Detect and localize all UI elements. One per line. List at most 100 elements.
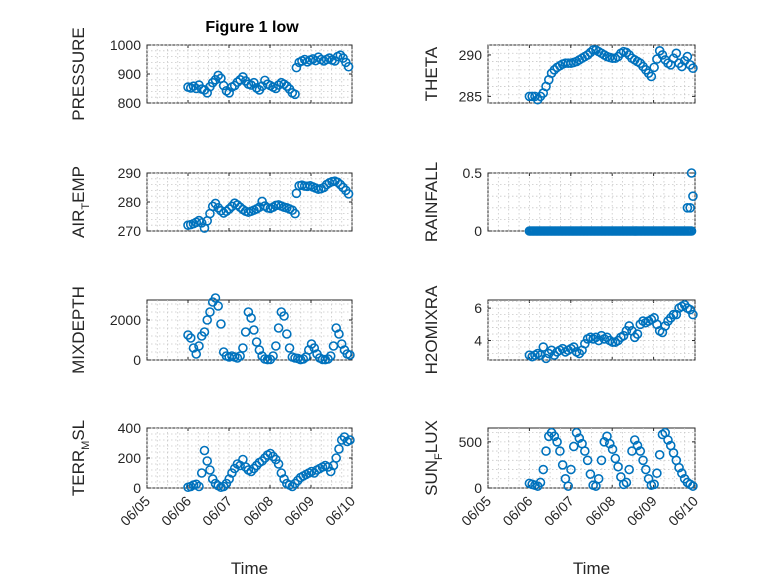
data-point — [249, 325, 259, 335]
data-point — [599, 437, 610, 447]
data-point — [191, 479, 202, 490]
data-point — [257, 196, 267, 207]
data-point — [607, 53, 618, 64]
data-point — [593, 335, 604, 346]
data-point — [571, 427, 582, 438]
data-point — [566, 464, 576, 475]
data-point — [660, 321, 671, 331]
data-point — [629, 435, 640, 445]
data-point — [549, 431, 560, 442]
data-point — [657, 50, 668, 60]
subplot-sun: 0 500 SUNFLUX 06/05 06/06 06/07 06/08 06/09 06/1… — [422, 420, 701, 578]
data-point — [251, 337, 262, 347]
y-tick-label: 0 — [474, 480, 482, 496]
data-point — [568, 441, 579, 452]
data-point — [207, 77, 218, 88]
data-point — [196, 468, 207, 478]
y-axis-label: MIXDEPTH — [69, 286, 88, 374]
x-tick-label: 06/07 — [199, 493, 235, 529]
data-point — [199, 445, 210, 456]
data-point — [191, 349, 202, 359]
x-tick-label: 06/10 — [665, 493, 701, 529]
y-tick-label: 0 — [133, 480, 141, 496]
data-point — [282, 81, 292, 91]
data-point — [343, 189, 354, 199]
data-point — [224, 88, 234, 98]
data-point — [596, 455, 607, 466]
data-point — [632, 329, 643, 339]
axes-box — [487, 299, 696, 361]
y-tick-label: 200 — [118, 450, 142, 466]
data-point — [290, 208, 300, 219]
data-point — [188, 81, 199, 91]
data-point — [621, 477, 632, 488]
data-point — [338, 182, 348, 193]
data-point — [268, 451, 278, 462]
x-axis-label: Time — [231, 559, 268, 578]
data-point — [345, 435, 355, 445]
data-point — [235, 75, 245, 85]
data-point — [265, 448, 276, 459]
data-point — [213, 70, 223, 81]
data-point — [552, 437, 562, 447]
data-point — [287, 481, 298, 492]
data-point — [249, 463, 259, 474]
data-point — [638, 455, 648, 466]
subplots: 800 900 1000 PRESSURE 285 290 THETA 270 280 290 AI… — [69, 27, 701, 578]
x-tick-label: 06/06 — [499, 493, 535, 529]
y-tick-label: 500 — [459, 434, 483, 450]
data-point — [682, 51, 693, 62]
x-tick-label: 06/09 — [624, 493, 660, 529]
data-point — [688, 481, 698, 491]
y-tick-label: 1000 — [110, 37, 141, 53]
subplot-pressure: 800 900 1000 PRESSURE — [69, 27, 354, 121]
data-point — [688, 309, 698, 320]
subplot-theta: 285 290 THETA — [422, 44, 698, 105]
data-point — [335, 50, 346, 60]
data-point — [524, 91, 535, 102]
data-point — [685, 304, 695, 315]
x-tick-label: 06/08 — [240, 493, 276, 529]
data-point — [319, 182, 329, 193]
data-point — [290, 89, 300, 100]
data-point — [232, 200, 243, 210]
y-axis-label: RAINFALL — [422, 162, 441, 242]
y-tick-label: 280 — [118, 194, 142, 210]
y-tick-label: 290 — [459, 47, 483, 63]
axes-box — [146, 427, 353, 489]
data-point — [580, 446, 590, 456]
data-point — [541, 446, 551, 456]
data-point — [271, 341, 281, 351]
data-point — [218, 481, 229, 492]
data-point — [331, 453, 342, 463]
data-point — [334, 444, 344, 454]
data-point — [538, 342, 549, 352]
data-point — [538, 464, 549, 475]
data-point — [332, 177, 343, 188]
data-point — [574, 433, 585, 443]
data-point — [202, 315, 213, 325]
data-point — [257, 456, 267, 466]
data-point — [213, 203, 223, 213]
data-point — [291, 62, 302, 73]
data-point — [582, 455, 593, 466]
data-point — [210, 293, 221, 303]
figure-title: Figure 1 low — [205, 19, 299, 36]
y-axis-label: AIRTEMP — [69, 166, 92, 238]
data-point — [246, 80, 256, 90]
data-point — [635, 446, 646, 456]
data-point — [199, 327, 210, 337]
data-point — [682, 203, 693, 213]
data-point — [654, 449, 665, 460]
x-tick-label: 06/05 — [458, 493, 494, 529]
y-tick-label: 285 — [459, 88, 483, 104]
data-point — [685, 203, 695, 213]
data-point — [196, 218, 207, 228]
data-point — [213, 301, 223, 311]
data-point — [238, 343, 248, 353]
y-axis-label: PRESSURE — [69, 27, 88, 121]
data-point — [649, 62, 659, 73]
data-point — [279, 311, 289, 321]
subplot-mixdepth: 0 2000 MIXDEPTH — [69, 286, 355, 374]
data-point — [194, 481, 204, 492]
